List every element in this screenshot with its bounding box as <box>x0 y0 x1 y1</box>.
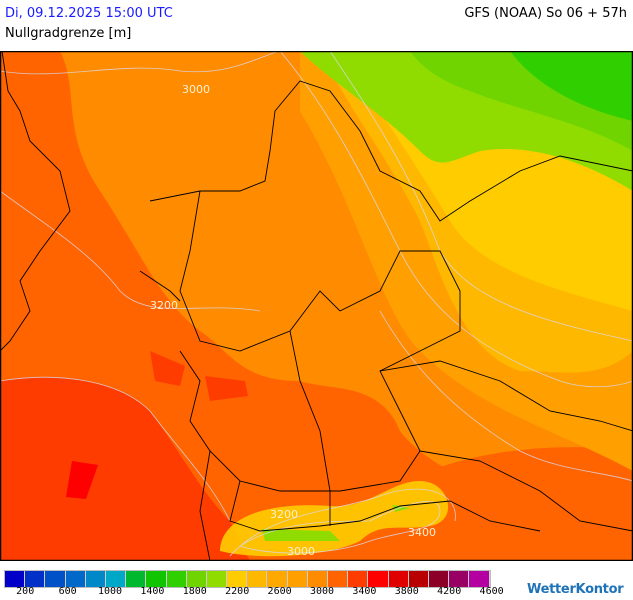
contour-label: 3000 <box>287 545 315 558</box>
map-zone-hotspot-3 <box>205 376 248 401</box>
legend-swatch <box>247 571 268 587</box>
legend-swatch <box>227 571 248 587</box>
map-zone-southwest <box>0 377 250 561</box>
legend-swatch <box>267 571 288 587</box>
freezing-level-map: 3000 3200 3200 3000 3400 <box>0 51 633 561</box>
legend-label: 3800 <box>394 586 419 597</box>
legend-label: 1000 <box>97 586 123 597</box>
legend-swatch <box>368 571 389 587</box>
legend-swatch <box>328 571 349 587</box>
legend-label: 4600 <box>479 586 504 597</box>
legend-swatch <box>186 571 207 587</box>
color-legend <box>4 570 491 588</box>
legend-label: 2200 <box>225 586 250 597</box>
contour-label: 3400 <box>408 526 436 539</box>
legend-swatch <box>146 571 167 587</box>
legend-swatch <box>5 571 26 587</box>
map-zone-alps-green-2 <box>392 505 410 512</box>
legend-swatch <box>166 571 187 587</box>
map-zone-south-east <box>430 447 633 561</box>
map-zone-hotspot <box>66 461 98 499</box>
model-run-label: GFS (NOAA) So 06 + 57h <box>464 6 627 21</box>
contour-label: 3200 <box>270 508 298 521</box>
legend-label: 2600 <box>267 586 292 597</box>
legend-label: 1800 <box>182 586 207 597</box>
legend-label: 200 <box>16 586 35 597</box>
borders <box>0 51 633 561</box>
legend-swatch <box>25 571 46 587</box>
contour-lines <box>0 51 633 557</box>
parameter-title: Nullgradgrenze [m] <box>5 26 132 41</box>
legend-swatch <box>287 571 308 587</box>
legend-swatch <box>428 571 450 587</box>
legend-label: 4200 <box>437 586 462 597</box>
legend-swatch <box>206 571 228 587</box>
map-zone-green-3 <box>510 51 633 121</box>
legend-swatch <box>45 571 66 587</box>
legend-swatch <box>388 571 409 587</box>
legend-swatch <box>65 571 86 587</box>
legend-swatch <box>85 571 106 587</box>
wetterkontor-logo[interactable]: WetterKontor <box>527 582 624 597</box>
contour-label: 3000 <box>182 83 210 96</box>
legend-swatch <box>126 571 147 587</box>
map-zone-alps-green <box>262 529 340 541</box>
legend-swatch <box>307 571 328 587</box>
legend-label: 3400 <box>352 586 377 597</box>
legend-label: 600 <box>58 586 77 597</box>
legend-swatch <box>449 571 470 587</box>
legend-swatch <box>408 571 429 587</box>
legend-swatch <box>105 571 127 587</box>
contour-label: 3200 <box>150 299 178 312</box>
map-zone-hotspot-2 <box>150 351 185 386</box>
legend-swatch <box>469 571 490 587</box>
legend-label: 1400 <box>140 586 165 597</box>
legend-labels: 200 600 1000 1400 1800 2200 2600 3000 3400 3800 42… <box>0 586 633 600</box>
legend-swatch <box>348 571 369 587</box>
legend-label: 3000 <box>309 586 335 597</box>
forecast-datetime: Di, 09.12.2025 15:00 UTC <box>5 6 173 21</box>
